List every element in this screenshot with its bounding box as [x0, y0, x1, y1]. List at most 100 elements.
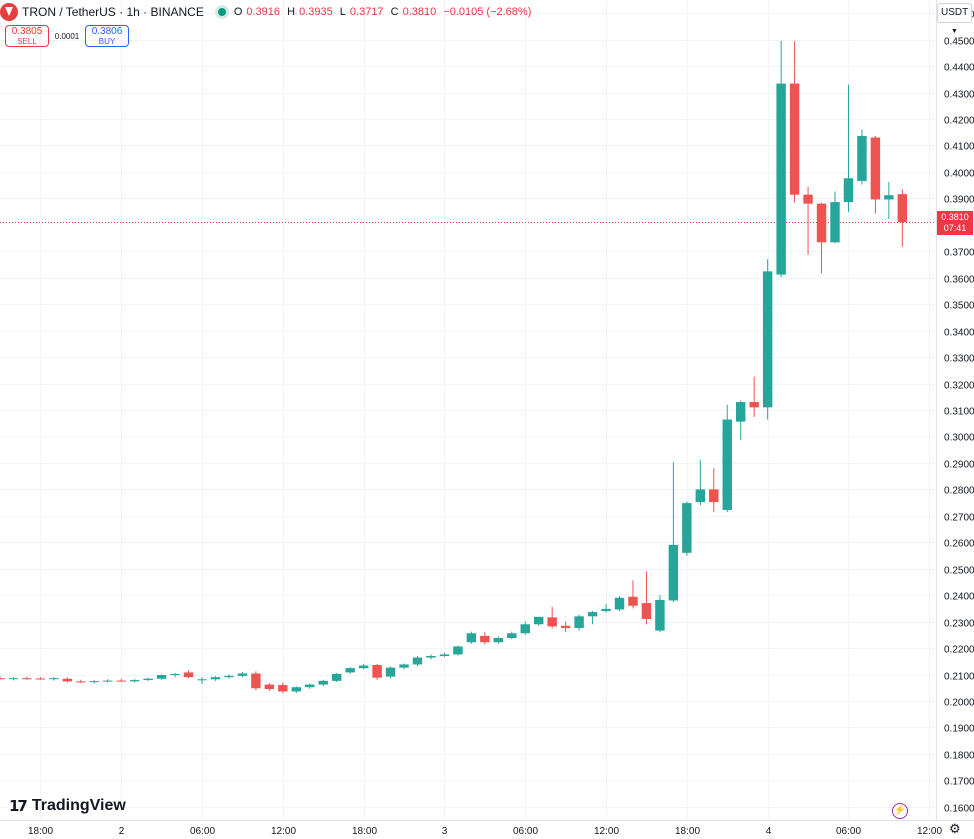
candle — [668, 462, 679, 603]
ohlc-high-key: H — [287, 6, 296, 18]
y-tick-label: 0.4200 — [944, 116, 974, 127]
x-tick-label: 2 — [119, 826, 125, 837]
candle-body — [143, 678, 153, 681]
ohlc-low-value: 0.3717 — [349, 6, 384, 18]
candle-body — [183, 672, 194, 678]
candle-body — [722, 419, 732, 510]
buy-label: BUY — [98, 37, 116, 46]
candle — [655, 595, 665, 633]
x-tick-label: 18:00 — [675, 826, 700, 837]
candle — [453, 645, 463, 656]
bolt-icon[interactable]: ⚡ — [892, 803, 908, 819]
candle-body — [129, 680, 140, 682]
candle-body — [628, 596, 638, 606]
ohlc-open-value: 0.3916 — [246, 6, 281, 18]
candle-body — [574, 616, 584, 628]
candle — [520, 621, 530, 635]
candle — [709, 468, 719, 513]
ohlc-open-key: O — [233, 6, 243, 18]
candle — [291, 686, 302, 694]
y-tick-label: 0.1600 — [944, 804, 974, 815]
x-tick-label: 12:00 — [271, 826, 296, 837]
candle-body — [493, 638, 504, 643]
candle-body — [358, 665, 369, 669]
candle-body — [453, 646, 463, 655]
candle — [49, 677, 59, 681]
last-price-tag: 0.3810 07:41 — [937, 210, 973, 235]
currency-label: USDT — [940, 7, 969, 18]
candle — [480, 632, 490, 645]
candle — [129, 679, 140, 683]
currency-selector[interactable]: USDT ▼ — [937, 3, 972, 35]
candle — [35, 676, 46, 680]
candle — [870, 135, 881, 214]
candle-body — [385, 667, 396, 677]
candle — [345, 667, 355, 674]
candle — [278, 682, 288, 694]
candle — [8, 677, 19, 681]
candle-body — [789, 83, 800, 195]
y-tick-label: 0.4000 — [944, 169, 974, 180]
gear-icon[interactable]: ⚙ — [949, 821, 961, 836]
x-tick-label: 18:00 — [28, 826, 53, 837]
candle-body — [843, 178, 854, 203]
chevron-down-icon: ▼ — [951, 28, 958, 35]
y-tick-label: 0.3200 — [944, 381, 974, 392]
candle — [116, 678, 126, 682]
price-axis: 0.46000.45000.44000.43000.42000.41000.40… — [944, 10, 974, 815]
tradingview-logo[interactable]: 17 TradingView — [9, 797, 126, 815]
y-tick-label: 0.3400 — [944, 328, 974, 339]
x-tick-label: 18:00 — [352, 826, 377, 837]
ohlc-change: −0.0105 (−2.68%) — [443, 6, 532, 18]
candle-body — [426, 656, 436, 658]
y-tick-label: 0.3100 — [944, 407, 974, 418]
y-tick-label: 0.2500 — [944, 566, 974, 577]
candle-body — [35, 678, 46, 680]
candle — [439, 652, 450, 658]
symbol-title[interactable]: TRON / TetherUS · 1h · BINANCE — [22, 5, 204, 19]
market-open-dot — [217, 8, 226, 16]
candle-body — [736, 402, 746, 422]
candle — [224, 674, 234, 679]
y-tick-label: 0.3600 — [944, 275, 974, 286]
y-tick-label: 0.3700 — [944, 248, 974, 259]
candle-body — [251, 673, 261, 689]
candle-body — [830, 202, 840, 243]
candle — [776, 40, 786, 278]
candle — [641, 571, 652, 625]
candle — [237, 671, 248, 678]
sell-button[interactable]: 0.3805 SELL — [5, 25, 49, 47]
candle-body — [803, 194, 813, 204]
candle-body — [641, 603, 652, 619]
candle — [426, 654, 436, 660]
candle — [830, 191, 840, 244]
candle — [601, 604, 611, 613]
candle — [897, 189, 908, 247]
y-tick-label: 0.1700 — [944, 777, 974, 788]
bar-countdown: 07:41 — [943, 222, 967, 233]
buy-price: 0.3806 — [91, 26, 123, 37]
logo-text: TradingView — [31, 797, 126, 814]
candle-body — [587, 612, 598, 617]
y-tick-label: 0.3300 — [944, 354, 974, 365]
y-tick-label: 0.4300 — [944, 90, 974, 101]
candle — [843, 84, 854, 213]
candle — [331, 672, 342, 682]
buy-button[interactable]: 0.3806 BUY — [85, 25, 129, 47]
x-tick-label: 06:00 — [513, 826, 538, 837]
ohlc-high-value: 0.3935 — [299, 6, 333, 18]
candle — [736, 400, 746, 441]
candle-body — [305, 684, 315, 688]
candle-body — [857, 135, 867, 181]
y-tick-label: 0.3500 — [944, 301, 974, 312]
candle-body — [291, 687, 302, 692]
candle-body — [776, 83, 786, 275]
candles-layer — [0, 40, 908, 694]
y-tick-label: 0.3000 — [944, 433, 974, 444]
candle-body — [224, 675, 234, 678]
candle-body — [762, 271, 773, 408]
candle-body — [318, 680, 328, 685]
x-tick-label: 12:00 — [594, 826, 619, 837]
candle-body — [372, 664, 382, 678]
